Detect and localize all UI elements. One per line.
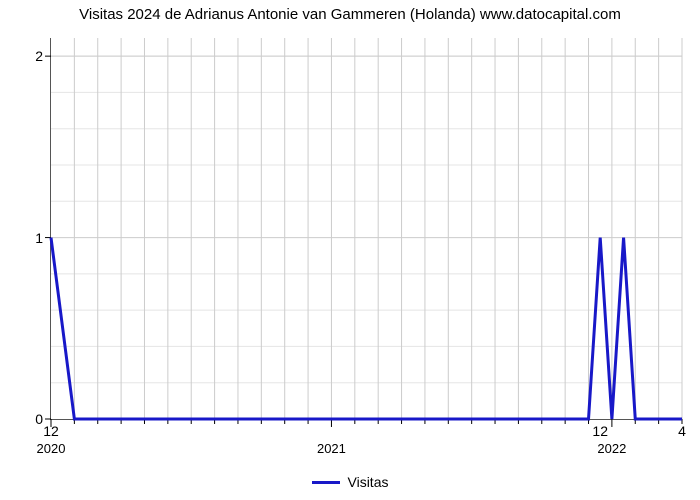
- legend-label: Visitas: [348, 474, 389, 490]
- x-secondary-label: 12: [592, 419, 608, 439]
- chart-title: Visitas 2024 de Adrianus Antonie van Gam…: [0, 6, 700, 23]
- visitas-line-chart: Visitas 2024 de Adrianus Antonie van Gam…: [0, 0, 700, 500]
- legend: Visitas: [0, 474, 700, 490]
- legend-swatch: [312, 481, 340, 484]
- chart-svg: [51, 38, 682, 419]
- plot-area: 01212124202020212022: [50, 38, 682, 420]
